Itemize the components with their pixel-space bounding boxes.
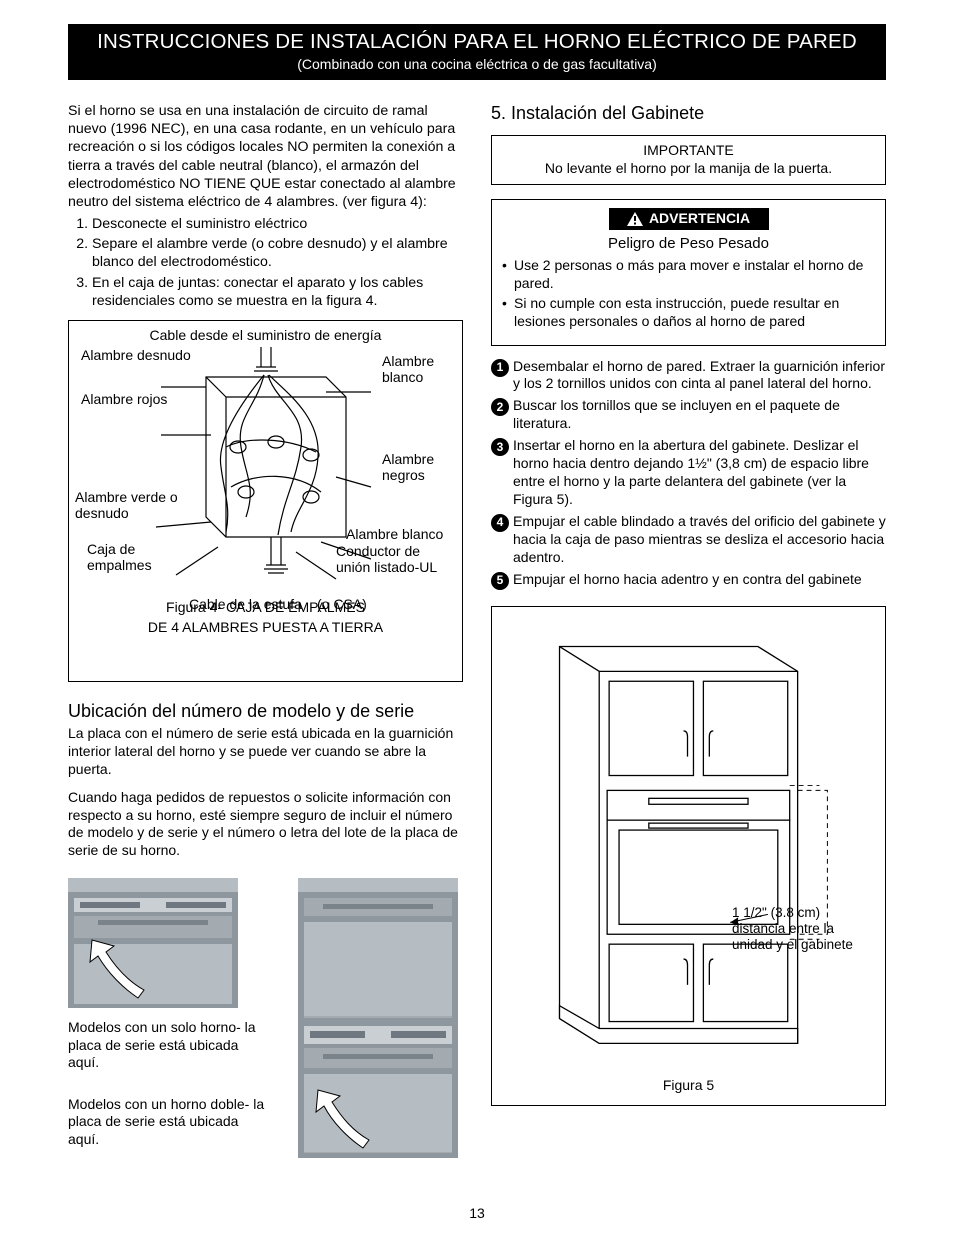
step-badge-4: 4 <box>491 514 509 532</box>
model-p2: Cuando haga pedidos de repuestos o solic… <box>68 789 463 861</box>
two-column-layout: Si el horno se usa en una instalación de… <box>68 102 886 1158</box>
section-5-title: 5. Instalación del Gabinete <box>491 102 886 125</box>
install-step-1: 1Desembalar el horno de pared. Extraer l… <box>491 358 886 394</box>
install-step-1-text: Desembalar el horno de pared. Extraer la… <box>513 358 886 394</box>
label-cable-estufa: Cable de la estufa <box>189 596 302 612</box>
right-column: 5. Instalación del Gabinete IMPORTANTE N… <box>491 102 886 1158</box>
install-steps: 1Desembalar el horno de pared. Extraer l… <box>491 358 886 590</box>
install-step-2: 2Buscar los tornillos que se incluyen en… <box>491 397 886 433</box>
warn-bullet-1: Use 2 personas o más para mover e instal… <box>502 257 875 293</box>
step-3: En el caja de juntas: conectar el aparat… <box>92 274 463 310</box>
important-box: IMPORTANTE No levante el horno por la ma… <box>491 135 886 185</box>
model-location-heading: Ubicación del número de modelo y de seri… <box>68 700 463 723</box>
important-label: IMPORTANTE <box>498 142 879 160</box>
label-alambre-blanco-bot: Alambre blanco <box>346 526 456 542</box>
figure-5-box: 1 1/2" (3.8 cm) distancia entre la unida… <box>491 606 886 1106</box>
label-alambre-verde: Alambre verde o desnudo <box>75 489 185 521</box>
label-alambre-negros: Alambre negros <box>382 451 452 483</box>
model-p1: La placa con el número de serie está ubi… <box>68 725 463 779</box>
warning-box: ADVERTENCIA Peligro de Peso Pesado Use 2… <box>491 199 886 346</box>
single-oven-illustration <box>68 878 238 1008</box>
double-oven-caption: Modelos con un horno doble- la placa de … <box>68 1096 268 1149</box>
double-oven-illustration <box>298 878 458 1158</box>
fig4-caption-2: DE 4 ALAMBRES PUESTA A TIERRA <box>77 619 454 637</box>
label-alambre-rojos: Alambre rojos <box>81 391 167 407</box>
label-alambre-blanco-top: Alambre blanco <box>382 353 452 385</box>
install-step-5: 5Empujar el horno hacia adentro y en con… <box>491 571 886 590</box>
single-oven-block: Modelos con un solo horno- la placa de s… <box>68 878 268 1148</box>
warning-label: ADVERTENCIA <box>609 208 769 230</box>
warning-heading: Peligro de Peso Pesado <box>502 234 875 253</box>
important-text: No levante el horno por la manija de la … <box>498 160 879 178</box>
left-column: Si el horno se usa en una instalación de… <box>68 102 463 1158</box>
step-badge-3: 3 <box>491 438 509 456</box>
step-badge-1: 1 <box>491 359 509 377</box>
warn-bullet-2: Si no cumple con esta instrucción, puede… <box>502 295 875 331</box>
step-1: Desconecte el suministro eléctrico <box>92 215 463 233</box>
install-step-5-text: Empujar el horno hacia adentro y en cont… <box>513 571 862 589</box>
fig4-top-label: Cable desde el suministro de energía <box>77 327 454 345</box>
disconnect-steps: Desconecte el suministro eléctrico Separ… <box>68 215 463 310</box>
header-title: INSTRUCCIONES DE INSTALACIÓN PARA EL HOR… <box>78 30 876 54</box>
install-step-4-text: Empujar el cable blindado a través del o… <box>513 513 886 567</box>
cabinet-diagram <box>500 615 877 1065</box>
warning-bullets: Use 2 personas o más para mover e instal… <box>502 257 875 331</box>
header-subtitle: (Combinado con una cocina eléctrica o de… <box>78 56 876 72</box>
oven-illustrations: Modelos con un solo horno- la placa de s… <box>68 878 463 1158</box>
step-badge-5: 5 <box>491 572 509 590</box>
label-csa: (o CSA) <box>317 596 367 612</box>
fig5-note: 1 1/2" (3.8 cm) distancia entre la unida… <box>732 905 872 954</box>
page-number: 13 <box>0 1205 954 1221</box>
figure-4-box: Cable desde el suministro de energía Ala… <box>68 320 463 682</box>
fig5-caption: Figura 5 <box>492 1077 885 1095</box>
step-2: Separe el alambre verde (o cobre desnudo… <box>92 235 463 271</box>
install-step-3: 3Insertar el horno en la abertura del ga… <box>491 437 886 509</box>
intro-paragraph: Si el horno se usa en una instalación de… <box>68 102 463 211</box>
warning-triangle-icon <box>627 212 643 226</box>
single-oven-caption: Modelos con un solo horno- la placa de s… <box>68 1019 268 1072</box>
page-header: INSTRUCCIONES DE INSTALACIÓN PARA EL HOR… <box>68 24 886 80</box>
install-step-4: 4Empujar el cable blindado a través del … <box>491 513 886 567</box>
install-step-2-text: Buscar los tornillos que se incluyen en … <box>513 397 886 433</box>
label-alambre-desnudo: Alambre desnudo <box>81 347 191 363</box>
install-step-3-text: Insertar el horno en la abertura del gab… <box>513 437 886 509</box>
warning-label-text: ADVERTENCIA <box>649 210 750 228</box>
label-conductor-ul: Conductor de unión listado-UL <box>336 543 456 575</box>
step-badge-2: 2 <box>491 398 509 416</box>
label-caja-empalmes: Caja de empalmes <box>87 541 167 573</box>
